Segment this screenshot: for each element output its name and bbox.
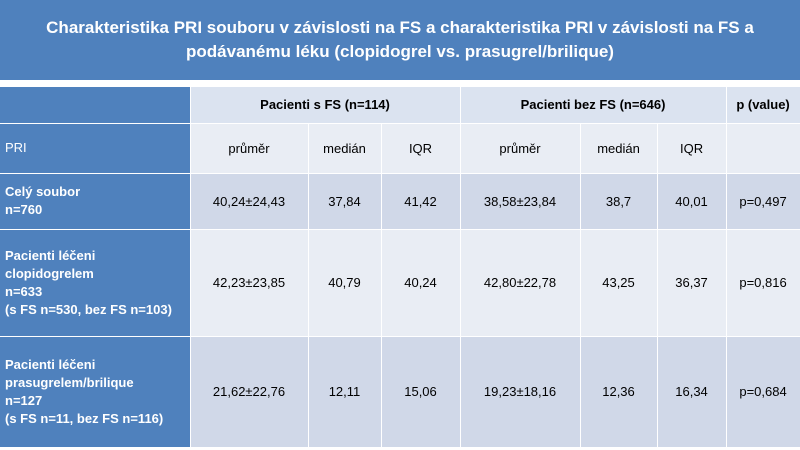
row-label-line: n=633: [5, 283, 43, 299]
group-header-row: Pacienti s FS (n=114) Pacienti bez FS (n…: [0, 87, 800, 124]
col-iqr-with-fs: IQR: [381, 123, 461, 174]
row-label-line: n=760: [5, 202, 43, 217]
cell-iqr-without-fs: 16,34: [657, 336, 727, 448]
cell-iqr-with-fs: 41,42: [381, 173, 461, 230]
cell-mean-with-fs: 40,24±24,43: [190, 173, 309, 230]
cell-median-without-fs: 12,36: [580, 336, 658, 448]
cell-median-with-fs: 37,84: [308, 173, 382, 230]
cell-median-with-fs: 40,79: [308, 229, 382, 337]
col-mean-without-fs: průměr: [460, 123, 581, 174]
table-row: Celý soubor n=760 40,24±24,43 37,84 41,4…: [0, 173, 800, 230]
pri-table-wrap: Pacienti s FS (n=114) Pacienti bez FS (n…: [0, 87, 800, 450]
cell-mean-without-fs: 42,80±22,78: [460, 229, 581, 337]
row-label: Celý soubor n=760: [0, 173, 191, 230]
row-label-line: (s FS n=530, bez FS n=103): [5, 301, 172, 317]
cell-mean-without-fs: 38,58±23,84: [460, 173, 581, 230]
cell-median-without-fs: 38,7: [580, 173, 658, 230]
row-label: Pacienti léčeni clopidogrelem n=633 (s F…: [0, 229, 191, 337]
col-mean-with-fs: průměr: [190, 123, 309, 174]
header-pvalue: p (value): [726, 87, 800, 124]
row-label: Pacienti léčeni prasugrelem/brilique n=1…: [0, 336, 191, 448]
row-label-header: PRI: [0, 123, 191, 174]
cell-iqr-without-fs: 36,37: [657, 229, 727, 337]
col-median-with-fs: medián: [308, 123, 382, 174]
header-corner-cell: [0, 87, 191, 124]
cell-mean-without-fs: 19,23±18,16: [460, 336, 581, 448]
cell-mean-with-fs: 21,62±22,76: [190, 336, 309, 448]
cell-iqr-with-fs: 40,24: [381, 229, 461, 337]
cell-pvalue: p=0,684: [726, 336, 800, 448]
row-label-line: n=127: [5, 392, 43, 408]
row-label-line: Pacienti léčeni: [5, 356, 96, 372]
row-label-line: clopidogrelem: [5, 265, 94, 281]
table-row: Pacienti léčeni clopidogrelem n=633 (s F…: [0, 229, 800, 337]
table-row: Pacienti léčeni prasugrelem/brilique n=1…: [0, 336, 800, 448]
sub-header-row: PRI průměr medián IQR průměr medián IQR: [0, 123, 800, 174]
col-median-without-fs: medián: [580, 123, 658, 174]
cell-mean-with-fs: 42,23±23,85: [190, 229, 309, 337]
title-bar: Charakteristika PRI souboru v závislosti…: [0, 0, 800, 80]
cell-median-with-fs: 12,11: [308, 336, 382, 448]
row-label-line: Pacienti léčeni: [5, 247, 96, 263]
col-pvalue-empty: [726, 123, 800, 174]
header-group-without-fs: Pacienti bez FS (n=646): [460, 87, 727, 124]
slide-title: Charakteristika PRI souboru v závislosti…: [46, 18, 754, 61]
row-label-line: Celý soubor: [5, 184, 81, 199]
cell-iqr-with-fs: 15,06: [381, 336, 461, 448]
row-label-line: (s FS n=11, bez FS n=116): [5, 410, 164, 426]
row-label-line: prasugrelem/brilique: [5, 374, 134, 390]
cell-pvalue: p=0,497: [726, 173, 800, 230]
header-group-with-fs: Pacienti s FS (n=114): [190, 87, 461, 124]
cell-median-without-fs: 43,25: [580, 229, 658, 337]
col-iqr-without-fs: IQR: [657, 123, 727, 174]
pri-table: Pacienti s FS (n=114) Pacienti bez FS (n…: [0, 87, 800, 448]
cell-iqr-without-fs: 40,01: [657, 173, 727, 230]
cell-pvalue: p=0,816: [726, 229, 800, 337]
